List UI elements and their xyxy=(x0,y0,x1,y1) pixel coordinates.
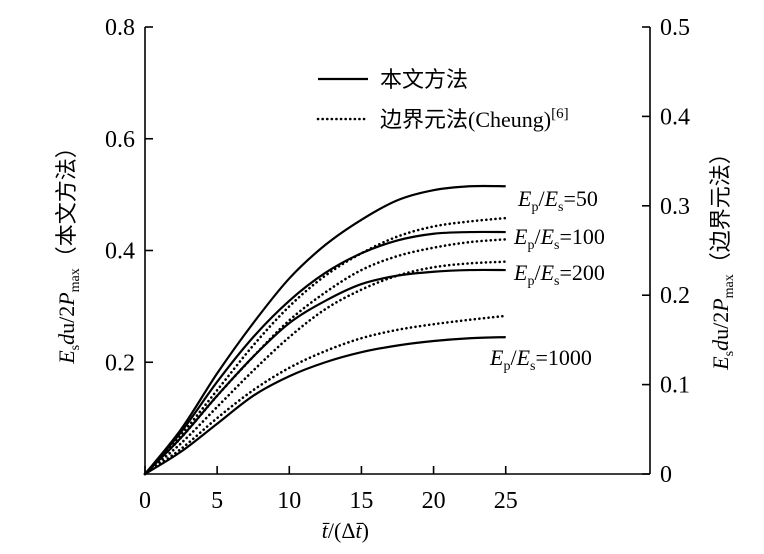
series-line-4 xyxy=(144,268,506,475)
legend-label-solid: 本文方法 xyxy=(380,67,468,92)
y-tick-label-right: 0.2 xyxy=(660,283,690,309)
y-axis-title-right-text: Esdu/2Pmax（边界元法） xyxy=(708,142,737,371)
x-tick-label: 20 xyxy=(422,488,446,514)
axes: 0 5 10 15 20 25 0.2 0.4 0.6 0.8 0 0.1 0.2 0.3 0.4 0.5 t̄… xyxy=(54,15,737,543)
annotation-layer: Ep/Es=50 Ep/Es=100 Ep/Es=200 Ep/Es=1000 xyxy=(489,186,605,374)
y-axis-title-left-text: Esdu/2Pmax（本文方法） xyxy=(54,136,83,365)
series-line-1 xyxy=(143,216,508,476)
y-axis-title-right: Esdu/2Pmax（边界元法） xyxy=(708,142,737,371)
series-label-3: Ep/Es=1000 xyxy=(489,345,592,374)
x-tick-label: 10 xyxy=(277,488,301,514)
y-tick-label-right: 0.1 xyxy=(660,373,690,399)
series-layer xyxy=(143,184,508,476)
y-tick-label-right: 0 xyxy=(660,462,672,488)
legend-label-dotted: 边界元法(Cheung)[6] xyxy=(380,106,569,132)
y-tick-label-left: 0.6 xyxy=(105,127,135,153)
series-line-6 xyxy=(144,336,506,475)
y-tick-label-left: 0.8 xyxy=(105,15,135,41)
x-tick-label: 0 xyxy=(139,488,151,514)
series-line-5 xyxy=(143,260,508,476)
series-line-2 xyxy=(144,230,506,475)
x-tick-label: 25 xyxy=(494,488,518,514)
y-tick-label-left: 0.4 xyxy=(105,239,135,265)
y-axis-title-left: Esdu/2Pmax（本文方法） xyxy=(54,136,83,365)
x-axis-title: t̄/(Δt̄) xyxy=(322,518,369,543)
series-line-7 xyxy=(143,314,508,476)
x-tick-label: 5 xyxy=(211,488,223,514)
series-label-1: Ep/Es=100 xyxy=(513,224,605,253)
series-line-0 xyxy=(144,184,506,475)
y-tick-label-left: 0.2 xyxy=(105,350,135,376)
series-label-2: Ep/Es=200 xyxy=(513,260,605,289)
series-label-0: Ep/Es=50 xyxy=(517,186,598,215)
y-tick-label-right: 0.5 xyxy=(660,15,690,41)
x-tick-label: 15 xyxy=(349,488,373,514)
y-tick-label-right: 0.4 xyxy=(660,104,690,130)
y-tick-label-right: 0.3 xyxy=(660,194,690,220)
series-line-3 xyxy=(143,238,508,476)
